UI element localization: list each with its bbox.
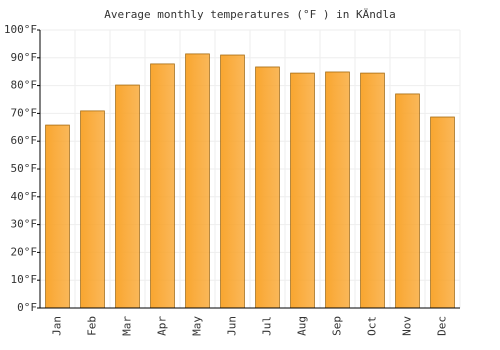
y-tick-label: 90°F — [11, 51, 38, 64]
bar — [115, 84, 140, 309]
bar — [395, 93, 420, 309]
x-tick-label: Oct — [366, 316, 379, 336]
y-tick-label: 0°F — [17, 301, 37, 314]
bar — [430, 116, 455, 309]
x-tick-label: Aug — [296, 316, 309, 336]
y-tick-label: 70°F — [11, 106, 38, 119]
y-tick-label: 80°F — [11, 79, 38, 92]
bar — [80, 110, 105, 309]
x-tick-label: Dec — [436, 316, 449, 336]
bar — [360, 72, 385, 309]
bar — [220, 54, 245, 309]
y-tick-label: 20°F — [11, 245, 38, 258]
x-tick-label: Jul — [261, 316, 274, 336]
bar — [290, 72, 315, 309]
x-tick-label: Apr — [156, 316, 169, 336]
x-tick-label: Mar — [121, 316, 134, 336]
chart-title: Average monthly temperatures (°F ) in KÄ… — [104, 8, 395, 21]
x-tick-label: Feb — [86, 316, 99, 336]
y-tick-label: 60°F — [11, 134, 38, 147]
x-tick-label: May — [191, 316, 204, 336]
y-tick-label: 10°F — [11, 273, 38, 286]
y-tick-label: 30°F — [11, 218, 38, 231]
bar — [185, 53, 210, 309]
x-tick-label: Sep — [331, 316, 344, 336]
bar — [325, 71, 350, 309]
x-tick-label: Jun — [226, 316, 239, 336]
bar — [255, 66, 280, 309]
bar — [45, 124, 70, 309]
x-tick-label: Jan — [51, 316, 64, 336]
x-tick-label: Nov — [401, 316, 414, 336]
y-tick-label: 50°F — [11, 162, 38, 175]
y-tick-label: 40°F — [11, 190, 38, 203]
y-tick-label: 100°F — [4, 23, 37, 36]
bar — [150, 63, 175, 309]
